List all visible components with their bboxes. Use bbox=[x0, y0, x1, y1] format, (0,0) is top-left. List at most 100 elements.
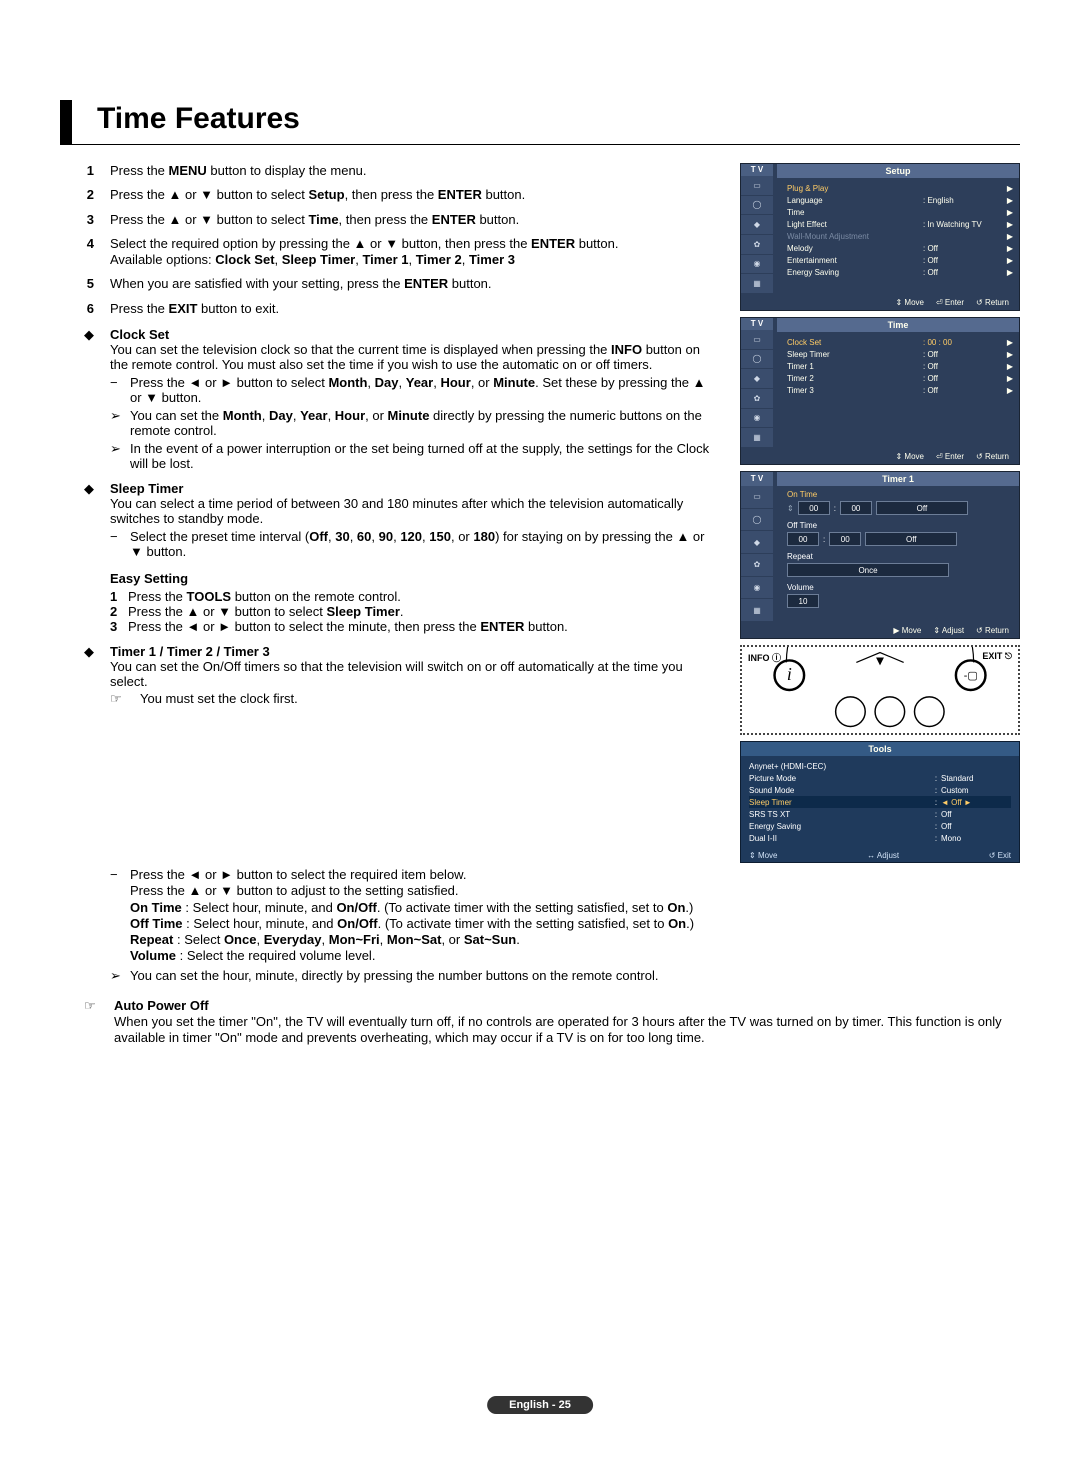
osd-tv-tab: T V bbox=[741, 472, 773, 486]
picture-icon: ▭ bbox=[741, 176, 773, 196]
step-text: Press the ▲ or ▼ button to select Setup,… bbox=[110, 187, 720, 203]
dash-icon: − bbox=[110, 529, 130, 559]
osd-sidebar: T V ▭ ◯ ◆ ✿ ◉ ▦ bbox=[741, 472, 773, 622]
step-num: 2 bbox=[60, 187, 110, 203]
setup-icon: ✿ bbox=[741, 389, 773, 409]
sound-icon: ◯ bbox=[741, 196, 773, 216]
osd-header: Timer 1 bbox=[777, 472, 1019, 486]
osd-row: Timer 3: Off▶ bbox=[787, 384, 1013, 396]
osd-row: Time▶ bbox=[787, 206, 1013, 218]
substep-text: Press the ◄ or ► button to select the mi… bbox=[128, 619, 568, 634]
page-heading: Time Features bbox=[97, 102, 300, 144]
arrow-icon: ➢ bbox=[110, 408, 130, 438]
osd-rows: Clock Set: 00 : 00▶Sleep Timer: Off▶Time… bbox=[777, 332, 1019, 448]
osd-rows: Plug & Play▶Language: English▶Time▶Light… bbox=[777, 178, 1019, 294]
arrow-icon: ➢ bbox=[110, 441, 130, 471]
title-ornament bbox=[60, 100, 72, 144]
diamond-icon: ◆ bbox=[60, 481, 110, 559]
sleeptimer-section: Sleep Timer You can select a time period… bbox=[110, 481, 720, 559]
step-num: 3 bbox=[60, 212, 110, 228]
osd-row: Clock Set: 00 : 00▶ bbox=[787, 336, 1013, 348]
timer123-wide: − Press the ◄ or ► button to select the … bbox=[110, 867, 1020, 984]
osd-row: Energy Saving: Off▶ bbox=[787, 266, 1013, 278]
volume-label: Volume bbox=[787, 583, 1013, 592]
setup-icon: ✿ bbox=[741, 554, 773, 577]
osd-footer: ▶ Move ⇕ Adjust ↺ Return bbox=[741, 622, 1019, 638]
tools-footer: ⇕ Move ↔ Adjust ↺ Exit bbox=[741, 848, 1019, 862]
step-text: When you are satisfied with your setting… bbox=[110, 276, 720, 292]
osd-header: Time bbox=[777, 318, 1019, 332]
osd-footer: ⇕ Move ⏎ Enter ↺ Return bbox=[741, 294, 1019, 310]
tools-row: Picture Mode:Standard bbox=[749, 772, 1011, 784]
info-label: INFO ⓘ bbox=[748, 651, 781, 664]
minute-field: 00 bbox=[829, 532, 861, 546]
osd-row: Wall-Mount Adjustment▶ bbox=[787, 230, 1013, 242]
offtime-label: Off Time bbox=[787, 521, 1013, 530]
auto-power-off-section: ☞ Auto Power Off When you set the timer … bbox=[84, 998, 1020, 1047]
osd-footer: ⇕ Move ⏎ Enter ↺ Return bbox=[741, 448, 1019, 464]
osd-row: Sleep Timer: Off▶ bbox=[787, 348, 1013, 360]
onoff-field: Off bbox=[865, 532, 957, 546]
substep-text: Press the ▲ or ▼ button to select Sleep … bbox=[128, 604, 404, 619]
onoff-field: Off bbox=[876, 501, 968, 515]
tools-row: SRS TS XT:Off bbox=[749, 808, 1011, 820]
diamond-icon: ◆ bbox=[60, 327, 110, 471]
hour-field: 00 bbox=[787, 532, 819, 546]
tools-row: Sound Mode:Custom bbox=[749, 784, 1011, 796]
osd-row: Timer 1: Off▶ bbox=[787, 360, 1013, 372]
osd-row: Melody: Off▶ bbox=[787, 242, 1013, 254]
substep-num: 2 bbox=[110, 604, 128, 619]
osd-timer1-panel: T V ▭ ◯ ◆ ✿ ◉ ▦ Timer 1 On Time ⇕ 00: 00… bbox=[740, 471, 1020, 639]
input-icon: ◉ bbox=[741, 577, 773, 600]
svg-text:i: i bbox=[787, 664, 792, 684]
osd-column: T V ▭ ◯ ◆ ✿ ◉ ▦ Setup Plug & Play▶Langua… bbox=[740, 163, 1020, 863]
tools-row: Anynet+ (HDMI-CEC) bbox=[749, 760, 1011, 772]
ontime-label: On Time bbox=[787, 490, 1013, 499]
manual-page: Time Features 1 Press the MENU button to… bbox=[0, 0, 1080, 1464]
arrow-icon: ➢ bbox=[110, 968, 130, 984]
easy-setting-section: Easy Setting 1Press the TOOLS button on … bbox=[110, 571, 720, 634]
step-num: 1 bbox=[60, 163, 110, 179]
picture-icon: ▭ bbox=[741, 330, 773, 350]
tools-row: Sleep Timer:◄ Off ► bbox=[749, 796, 1011, 808]
title-bar: Time Features bbox=[60, 100, 1020, 145]
picture-icon: ▭ bbox=[741, 486, 773, 509]
step-num: 6 bbox=[60, 301, 110, 317]
tools-row: Energy Saving:Off bbox=[749, 820, 1011, 832]
hour-field: 00 bbox=[798, 501, 830, 515]
app-icon: ▦ bbox=[741, 428, 773, 448]
dash-icon: − bbox=[110, 867, 130, 965]
instructions-column: 1 Press the MENU button to display the m… bbox=[60, 163, 720, 863]
clockset-section: Clock Set You can set the television clo… bbox=[110, 327, 720, 471]
step-text: Select the required option by pressing t… bbox=[110, 236, 720, 269]
step-num: 4 bbox=[60, 236, 110, 269]
channel-icon: ◆ bbox=[741, 215, 773, 235]
tools-header: Tools bbox=[741, 742, 1019, 756]
exit-label: EXIT ⎋ bbox=[982, 651, 1012, 662]
step-num: 5 bbox=[60, 276, 110, 292]
repeat-label: Repeat bbox=[787, 552, 1013, 561]
tools-row: Dual I-II:Mono bbox=[749, 832, 1011, 844]
app-icon: ▦ bbox=[741, 599, 773, 622]
osd-tv-tab: T V bbox=[741, 318, 773, 330]
osd-header: Setup bbox=[777, 164, 1019, 178]
osd-time-panel: T V ▭ ◯ ◆ ✿ ◉ ▦ Time Clock Set: 00 : 00▶… bbox=[740, 317, 1020, 465]
substep-text: Select the preset time interval (Off, 30… bbox=[130, 529, 720, 559]
minute-field: 00 bbox=[840, 501, 872, 515]
osd-tv-tab: T V bbox=[741, 164, 773, 176]
substep-text: Press the TOOLS button on the remote con… bbox=[128, 589, 401, 604]
repeat-field: Once bbox=[787, 563, 949, 577]
channel-icon: ◆ bbox=[741, 531, 773, 554]
osd-sidebar: T V ▭ ◯ ◆ ✿ ◉ ▦ bbox=[741, 318, 773, 448]
note-text: You can set the hour, minute, directly b… bbox=[130, 968, 659, 984]
substep-num: 1 bbox=[110, 589, 128, 604]
note-text: You must set the clock first. bbox=[140, 691, 298, 707]
osd-row: Light Effect: In Watching TV▶ bbox=[787, 218, 1013, 230]
osd-row: Timer 2: Off▶ bbox=[787, 372, 1013, 384]
note-text: In the event of a power interruption or … bbox=[130, 441, 720, 471]
osd-sidebar: T V ▭ ◯ ◆ ✿ ◉ ▦ bbox=[741, 164, 773, 294]
dash-icon: − bbox=[110, 375, 130, 405]
step-text: Press the ▲ or ▼ button to select Time, … bbox=[110, 212, 720, 228]
osd-timer1-content: On Time ⇕ 00: 00 Off Off Time 00: 00 Off… bbox=[777, 486, 1019, 622]
step-text: Press the EXIT button to exit. bbox=[110, 301, 720, 317]
